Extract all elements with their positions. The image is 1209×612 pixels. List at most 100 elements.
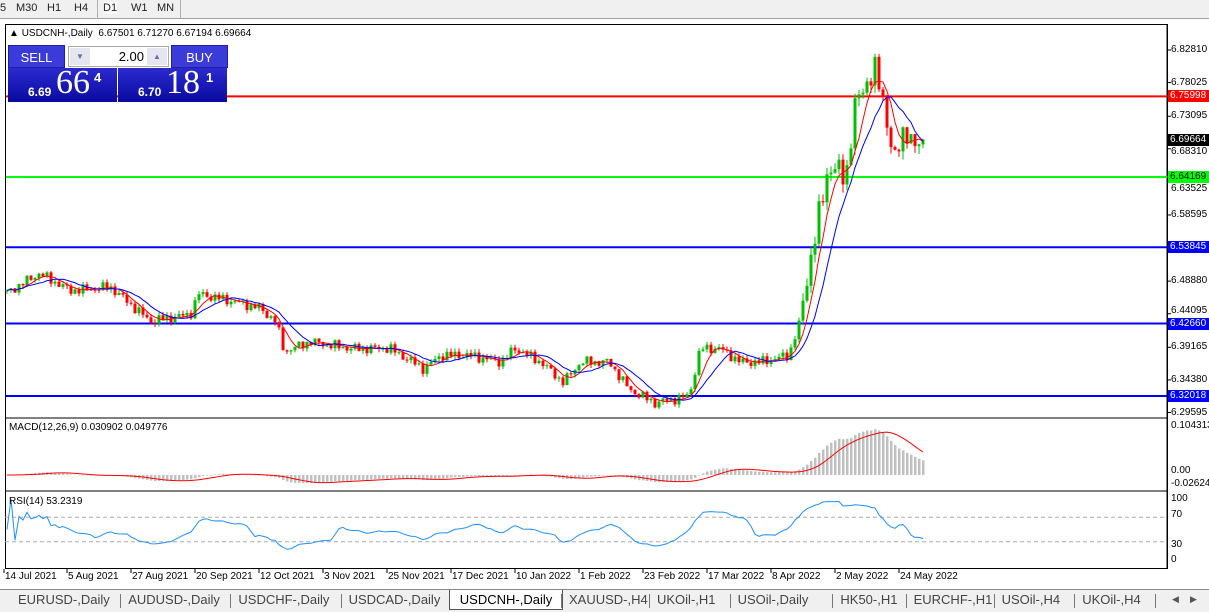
bear-candle bbox=[93, 289, 97, 291]
timeframe-d1[interactable]: D1 bbox=[103, 2, 118, 14]
bull-candle bbox=[241, 300, 245, 303]
bull-candle bbox=[361, 347, 365, 351]
macd-histogram-bar bbox=[486, 475, 489, 477]
bull-candle bbox=[813, 243, 817, 255]
macd-histogram-bar bbox=[754, 471, 757, 475]
bear-candle bbox=[69, 285, 73, 294]
bull-candle bbox=[593, 361, 597, 365]
macd-histogram-bar bbox=[326, 475, 329, 482]
chart-tab[interactable]: UKOil-,H4 bbox=[1082, 592, 1141, 607]
chart-tab[interactable]: USOil-,H4 bbox=[1001, 592, 1061, 607]
buy-price-prefix: 6.70 bbox=[138, 85, 162, 99]
bear-candle bbox=[161, 315, 165, 321]
bull-candle bbox=[669, 398, 673, 401]
bull-candle bbox=[193, 300, 197, 319]
collapse-triangle-icon[interactable]: ▲ bbox=[9, 28, 19, 39]
macd-histogram-bar bbox=[362, 475, 365, 480]
bull-candle bbox=[873, 56, 877, 86]
macd-histogram-bar bbox=[658, 475, 661, 483]
timeframe-h1[interactable]: H1 bbox=[47, 2, 62, 14]
macd-histogram-bar bbox=[266, 475, 269, 477]
macd-histogram-bar bbox=[190, 475, 193, 480]
buy-price[interactable]: 6.70 18 1 bbox=[118, 64, 227, 102]
bull-candle bbox=[817, 201, 821, 244]
bear-candle bbox=[365, 347, 369, 354]
bull-candle bbox=[717, 347, 721, 349]
decrease-lot-button[interactable]: ▼ bbox=[70, 48, 90, 65]
macd-histogram-bar bbox=[490, 475, 493, 477]
bull-candle bbox=[565, 373, 569, 386]
bull-candle bbox=[605, 358, 609, 361]
date-axis-label: 3 Nov 2021 bbox=[324, 571, 376, 582]
buy-button[interactable]: BUY bbox=[171, 45, 228, 68]
rsi-axis-30: 30 bbox=[1171, 539, 1183, 550]
chart-tab[interactable]: AUDUSD-,Daily bbox=[128, 592, 220, 607]
chart-tab[interactable]: USDCHF-,Daily bbox=[238, 592, 330, 607]
bear-candle bbox=[893, 147, 897, 150]
macd-histogram-bar bbox=[458, 475, 461, 477]
sell-price[interactable]: 6.69 66 4 bbox=[8, 64, 117, 102]
scroll-left-icon[interactable]: ◀ bbox=[1172, 594, 1179, 604]
timeframe-w1[interactable]: W1 bbox=[131, 2, 148, 14]
chart-tab[interactable]: EURUSD-,Daily bbox=[18, 592, 110, 607]
bull-candle bbox=[809, 254, 813, 286]
sell-button[interactable]: SELL bbox=[8, 45, 65, 68]
bull-candle bbox=[53, 281, 57, 284]
chart-tab[interactable]: UKOil-,H1 bbox=[657, 592, 716, 607]
timeframe-m5[interactable]: 5 bbox=[0, 2, 7, 14]
price-axis-label: 6.34380 bbox=[1171, 373, 1208, 385]
macd-histogram-bar bbox=[290, 475, 293, 483]
macd-histogram-bar bbox=[786, 472, 789, 475]
bull-candle bbox=[649, 398, 653, 401]
bear-candle bbox=[209, 296, 213, 301]
bull-candle bbox=[825, 174, 829, 203]
bear-candle bbox=[553, 368, 557, 379]
macd-histogram-bar bbox=[298, 475, 301, 483]
bear-candle bbox=[525, 352, 529, 356]
date-axis-label: 1 Feb 2022 bbox=[580, 571, 631, 582]
macd-histogram-bar bbox=[506, 475, 509, 477]
price-axis-label: 6.48880 bbox=[1171, 275, 1208, 287]
timeframe-h4[interactable]: H4 bbox=[74, 2, 89, 14]
rsi-label: RSI(14) 53.2319 bbox=[9, 496, 83, 507]
lot-size-input[interactable]: 2.00 bbox=[118, 49, 144, 64]
increase-lot-button[interactable]: ▲ bbox=[147, 48, 167, 65]
bear-candle bbox=[729, 350, 733, 362]
bear-candle bbox=[485, 357, 489, 360]
bull-candle bbox=[845, 165, 849, 185]
chart-tab[interactable]: USOil-,Daily bbox=[737, 592, 809, 607]
bull-candle bbox=[473, 352, 477, 356]
bear-candle bbox=[145, 314, 149, 318]
bear-candle bbox=[737, 356, 741, 363]
bear-candle bbox=[821, 201, 825, 203]
tab-divider bbox=[230, 594, 232, 608]
scroll-right-icon[interactable]: ▶ bbox=[1190, 594, 1197, 604]
macd-histogram-bar bbox=[254, 475, 257, 476]
bull-candle bbox=[73, 289, 77, 294]
bull-candle bbox=[165, 315, 169, 321]
lot-size-stepper: ▼ 2.00 ▲ bbox=[68, 46, 169, 67]
macd-histogram-bar bbox=[382, 475, 385, 479]
divider bbox=[180, 0, 181, 19]
macd-histogram-bar bbox=[274, 475, 277, 478]
macd-histogram-bar bbox=[846, 438, 849, 475]
chart-tab[interactable]: EURCHF-,H1 bbox=[913, 592, 993, 607]
date-axis-label: 14 Jul 2021 bbox=[5, 571, 57, 582]
macd-histogram-bar bbox=[246, 474, 249, 476]
timeframe-mn[interactable]: MN bbox=[157, 2, 175, 14]
bear-candle bbox=[589, 356, 593, 365]
chart-tab[interactable]: XAUUSD-,H4 bbox=[569, 592, 648, 607]
bull-candle bbox=[349, 348, 353, 351]
bull-candle bbox=[529, 351, 533, 356]
level-price-label: 6.53845 bbox=[1168, 241, 1209, 254]
bear-candle bbox=[237, 301, 241, 303]
chart-tab[interactable]: USDCNH-,Daily bbox=[448, 590, 564, 610]
bull-candle bbox=[585, 356, 589, 364]
chart-tab[interactable]: HK50-,H1 bbox=[840, 592, 898, 607]
macd-histogram-bar bbox=[794, 471, 797, 475]
timeframe-m30[interactable]: M30 bbox=[16, 2, 38, 14]
tab-divider bbox=[649, 594, 650, 608]
chart-tab[interactable]: USDCAD-,Daily bbox=[348, 592, 441, 607]
macd-histogram-bar bbox=[270, 475, 273, 477]
